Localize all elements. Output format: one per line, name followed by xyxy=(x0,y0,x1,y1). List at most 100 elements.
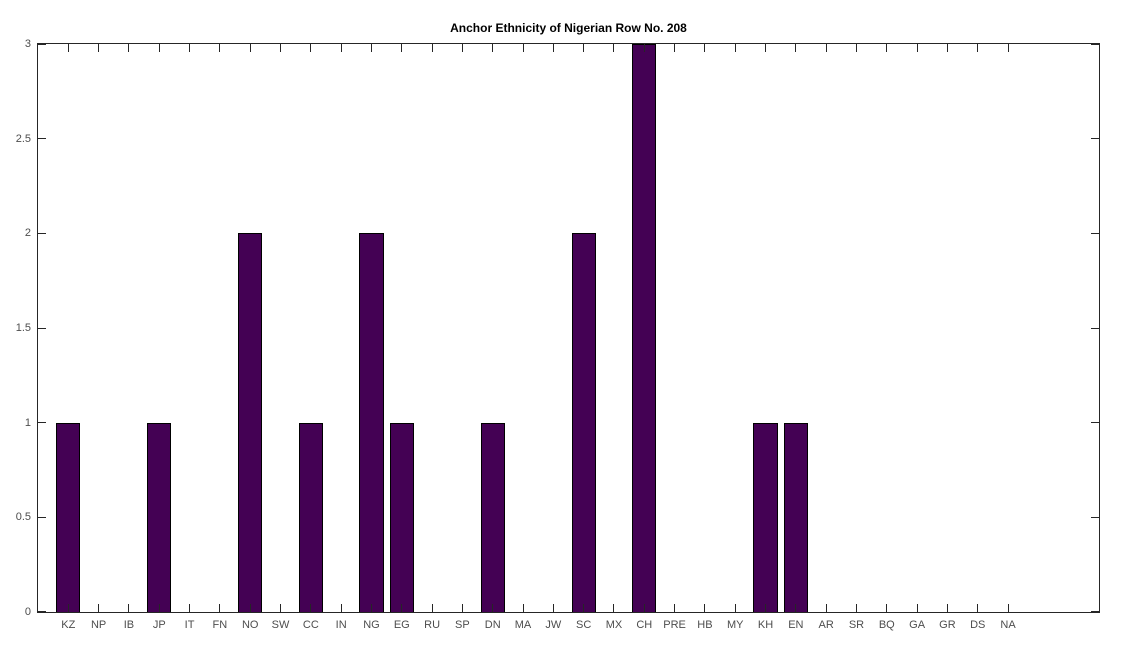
x-tick-bottom-IN xyxy=(340,604,342,612)
x-tick-label-GA: GA xyxy=(909,619,926,631)
x-tick-label-NP: NP xyxy=(90,619,107,631)
x-tick-label-NG: NG xyxy=(363,619,380,631)
y-tick-left-2.5 xyxy=(38,138,46,140)
x-tick-label-HB: HB xyxy=(697,619,713,631)
x-tick-bottom-SW xyxy=(280,604,281,612)
x-tick-top-MY xyxy=(734,44,736,52)
bar-EN xyxy=(783,422,808,612)
bar-KZ xyxy=(56,422,81,612)
x-tick-label-NO: NO xyxy=(241,619,259,631)
x-tick-top-SR xyxy=(855,44,857,52)
x-tick-top-GR xyxy=(946,44,948,52)
x-tick-label-SC: SC xyxy=(576,619,592,631)
x-tick-label-SR: SR xyxy=(848,619,865,631)
x-tick-bottom-IT xyxy=(189,604,191,612)
y-tick-right-2.5 xyxy=(1091,138,1099,140)
x-tick-bottom-DS xyxy=(977,604,979,612)
x-tick-top-GA xyxy=(916,44,918,52)
x-tick-label-GR: GR xyxy=(939,619,956,631)
x-tick-label-KZ: KZ xyxy=(61,619,76,631)
x-tick-bottom-MY xyxy=(734,604,736,612)
x-tick-top-AR xyxy=(825,44,827,52)
x-tick-top-IN xyxy=(340,44,342,52)
x-tick-label-CC: CC xyxy=(302,619,319,631)
y-tick-left-3 xyxy=(38,44,46,45)
x-tick-top-KH xyxy=(765,44,767,52)
plot-area xyxy=(37,43,1100,613)
y-tick-label-2.5: 2.5 xyxy=(15,132,31,145)
x-tick-top-HB xyxy=(704,44,706,52)
y-tick-left-1.5 xyxy=(38,327,46,329)
x-tick-label-KH: KH xyxy=(757,619,774,631)
bar-DN xyxy=(480,422,505,612)
x-tick-label-SP: SP xyxy=(455,619,470,631)
x-tick-bottom-MX xyxy=(613,604,615,612)
x-tick-label-AR: AR xyxy=(818,619,834,631)
y-tick-right-3 xyxy=(1091,44,1099,45)
x-tick-top-BQ xyxy=(886,44,888,52)
x-tick-label-IB: IB xyxy=(123,619,135,631)
x-tick-bottom-PRE xyxy=(674,604,676,612)
x-tick-top-NA xyxy=(1007,44,1009,52)
x-tick-label-FN: FN xyxy=(212,619,228,631)
x-tick-label-PRE: PRE xyxy=(663,619,686,631)
bar-JP xyxy=(147,422,172,612)
y-tick-left-0.5 xyxy=(38,516,46,518)
x-tick-label-JP: JP xyxy=(152,619,166,631)
x-tick-label-NA: NA xyxy=(1000,619,1016,631)
bar-SC xyxy=(571,233,596,612)
x-tick-bottom-IB xyxy=(128,604,130,612)
x-tick-bottom-NA xyxy=(1007,604,1009,612)
x-tick-bottom-KZ xyxy=(67,604,69,612)
y-tick-label-3: 3 xyxy=(24,38,31,50)
y-tick-right-1 xyxy=(1091,422,1099,424)
x-tick-label-MX: MX xyxy=(605,619,623,631)
x-tick-top-RU xyxy=(431,44,433,52)
x-tick-top-IT xyxy=(189,44,191,52)
bar-NO xyxy=(238,233,263,612)
x-tick-top-FN xyxy=(219,44,221,52)
x-tick-top-DN xyxy=(492,44,494,52)
x-tick-bottom-FN xyxy=(219,604,221,612)
x-tick-bottom-NG xyxy=(370,604,372,612)
y-tick-left-2 xyxy=(38,232,46,234)
x-tick-label-DS: DS xyxy=(970,619,986,631)
x-tick-label-SW: SW xyxy=(271,619,290,631)
bar-NG xyxy=(359,233,384,612)
x-tick-top-JW xyxy=(552,44,554,52)
x-tick-bottom-EG xyxy=(401,604,403,612)
bar-CH xyxy=(632,44,657,612)
x-tick-label-IN: IN xyxy=(335,619,347,631)
x-tick-bottom-CC xyxy=(310,604,312,612)
y-tick-right-2 xyxy=(1091,232,1099,234)
x-tick-bottom-EN xyxy=(795,604,797,612)
y-tick-label-1.5: 1.5 xyxy=(15,322,31,334)
x-tick-top-NO xyxy=(249,44,251,52)
x-tick-top-SP xyxy=(461,44,463,52)
x-tick-top-EG xyxy=(401,44,403,52)
y-tick-right-0 xyxy=(1091,611,1099,612)
x-tick-bottom-SR xyxy=(855,604,857,612)
x-tick-bottom-JP xyxy=(158,604,160,612)
x-tick-bottom-SP xyxy=(461,604,463,612)
x-tick-label-DN: DN xyxy=(484,619,501,631)
x-tick-bottom-GA xyxy=(916,604,918,612)
x-tick-label-IT: IT xyxy=(184,619,195,631)
y-tick-right-0.5 xyxy=(1091,516,1099,518)
x-tick-label-RU: RU xyxy=(424,619,441,631)
y-tick-label-2: 2 xyxy=(24,227,31,240)
x-tick-label-BQ: BQ xyxy=(878,619,895,631)
x-tick-top-SC xyxy=(583,44,585,52)
x-tick-top-IB xyxy=(128,44,130,52)
x-tick-bottom-CH xyxy=(643,604,645,612)
x-tick-top-CC xyxy=(310,44,312,52)
x-tick-bottom-NO xyxy=(249,604,251,612)
y-tick-left-1 xyxy=(38,422,46,424)
y-tick-right-1.5 xyxy=(1091,327,1099,329)
y-tick-label-0: 0 xyxy=(24,606,31,618)
x-tick-bottom-AR xyxy=(825,604,827,612)
y-tick-label-0.5: 0.5 xyxy=(15,511,31,524)
x-tick-bottom-KH xyxy=(765,604,767,612)
x-tick-top-EN xyxy=(795,44,797,52)
